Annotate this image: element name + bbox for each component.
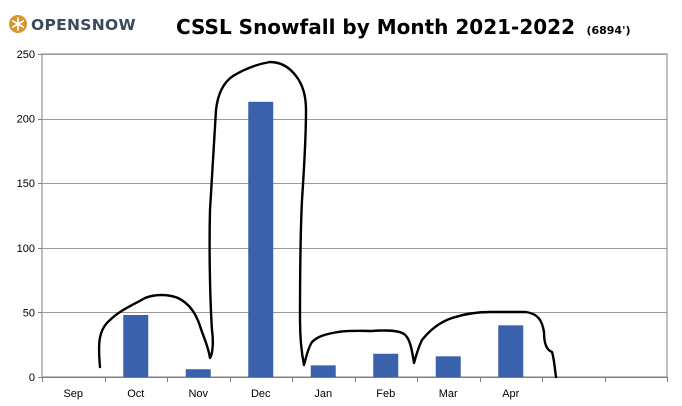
bar-nov (185, 369, 211, 377)
chart-title: CSSL Snowfall by Month 2021-2022 (6894') (176, 15, 630, 39)
bar-feb (373, 353, 399, 377)
y-tick-label: 250 (17, 49, 35, 61)
snowflake-logo-icon (9, 15, 27, 33)
y-tick-label: 200 (17, 114, 35, 126)
chart-title-main: CSSL Snowfall by Month 2021-2022 (176, 15, 575, 39)
bar-apr (498, 325, 524, 377)
hand-drawn-annotation (97, 60, 558, 379)
logo-text: OPENSNOW (31, 16, 136, 34)
opensnow-logo: OPENSNOW (9, 15, 136, 34)
plot-area (41, 53, 668, 378)
y-tick-label: 150 (17, 178, 35, 190)
x-tick-label: Jan (314, 388, 332, 400)
bar-dec (248, 101, 274, 377)
x-axis-ticks: Sep Oct Nov Dec Jan Feb Mar Apr (42, 377, 668, 400)
y-tick-label: 0 (29, 372, 35, 384)
x-tick-label: Sep (63, 388, 83, 400)
y-tick-label: 100 (17, 243, 35, 255)
x-tick-label: Oct (127, 388, 144, 400)
bar-series (123, 101, 524, 377)
chart-title-elevation: (6894') (586, 24, 630, 37)
bar-oct (123, 314, 149, 377)
x-tick-label: Nov (188, 388, 208, 400)
y-axis-ticks: 0 50 100 150 200 250 (17, 49, 42, 384)
x-tick-label: Apr (502, 388, 519, 400)
y-tick-label: 50 (23, 307, 35, 319)
bar-jan (310, 365, 336, 377)
x-tick-label: Feb (376, 388, 395, 400)
x-tick-label: Mar (439, 388, 458, 400)
x-tick-label: Dec (251, 388, 271, 400)
bar-mar (435, 356, 461, 377)
